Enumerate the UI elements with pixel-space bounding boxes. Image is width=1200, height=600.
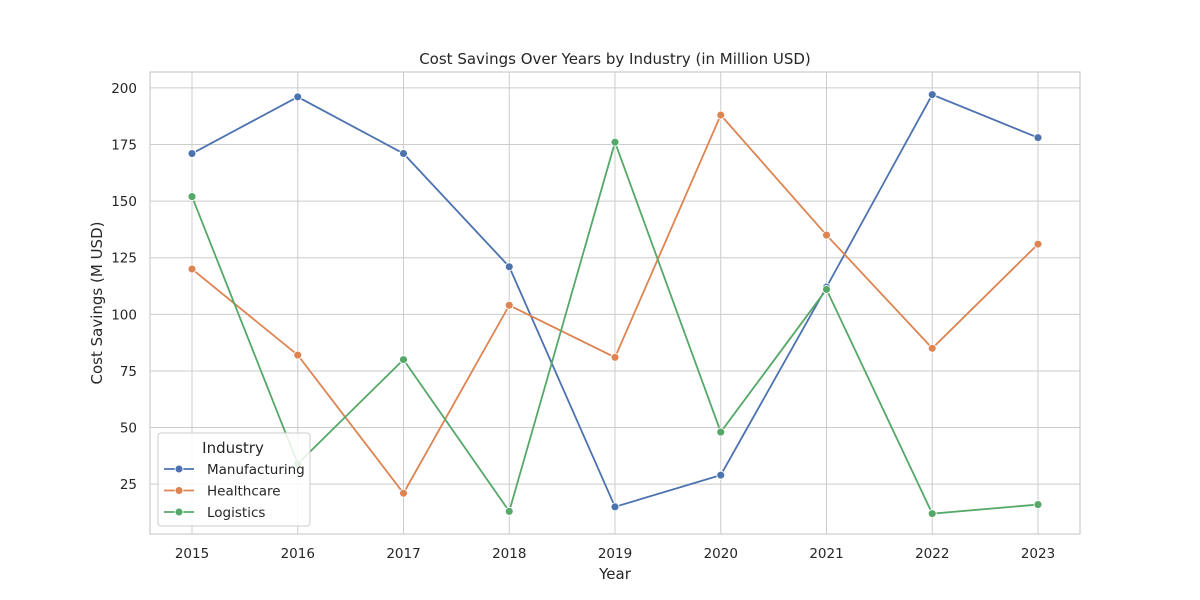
y-tick-label: 125 <box>111 251 137 267</box>
y-axis-ticks: 25 50 75 100 125 150 175 200 <box>111 81 137 493</box>
legend-box <box>157 432 311 527</box>
data-point-healthcare <box>1033 239 1043 249</box>
legend-title: Industry <box>202 439 264 457</box>
data-point-healthcare <box>399 488 408 498</box>
data-point-logistics <box>399 355 408 365</box>
y-axis-label: Cost Savings (M USD) <box>88 222 106 385</box>
x-tick-label: 2018 <box>492 546 526 562</box>
y-tick-label: 200 <box>111 81 137 97</box>
legend-label-logistics: Logistics <box>207 505 265 521</box>
data-point-healthcare <box>187 264 197 274</box>
data-point-manufacturing <box>293 92 303 102</box>
data-point-healthcare <box>504 300 514 310</box>
data-point-logistics <box>504 506 514 516</box>
plot-frame <box>149 71 1081 535</box>
x-axis-label: Year <box>598 565 632 583</box>
legend-marker-healthcare <box>174 486 184 495</box>
data-point-manufacturing <box>927 90 937 100</box>
legend-label-manufacturing: Manufacturing <box>207 462 305 478</box>
x-tick-label: 2023 <box>1021 546 1055 562</box>
data-point-manufacturing <box>187 149 197 158</box>
data-point-healthcare <box>610 352 620 362</box>
data-point-healthcare <box>716 110 726 120</box>
y-tick-label: 25 <box>120 477 137 493</box>
data-point-logistics <box>927 509 937 519</box>
data-point-logistics <box>716 427 726 437</box>
legend-item-healthcare: Healthcare <box>164 484 281 500</box>
data-point-manufacturing <box>1033 133 1043 143</box>
x-tick-label: 2017 <box>386 546 420 562</box>
data-point-healthcare <box>822 230 831 240</box>
data-point-manufacturing <box>504 262 514 272</box>
data-point-manufacturing <box>716 470 726 480</box>
data-point-manufacturing <box>399 149 408 158</box>
x-tick-label: 2022 <box>915 546 949 562</box>
series-healthcare <box>187 110 1043 498</box>
x-axis-ticks: 2015 2016 2017 2018 2019 2020 2021 2022 2023 <box>175 546 1055 562</box>
chart-title: Cost Savings Over Years by Industry (in … <box>419 50 811 68</box>
series-manufacturing <box>187 90 1043 512</box>
data-point-logistics <box>610 137 620 147</box>
y-tick-label: 50 <box>120 421 137 437</box>
legend-marker-manufacturing <box>174 464 184 474</box>
x-tick-label: 2016 <box>281 546 315 562</box>
y-tick-label: 75 <box>120 364 137 380</box>
legend-label-healthcare: Healthcare <box>207 484 281 500</box>
data-point-healthcare <box>293 350 303 360</box>
data-point-healthcare <box>927 343 937 353</box>
legend-item-manufacturing: Manufacturing <box>164 462 305 478</box>
x-tick-label: 2015 <box>175 546 209 562</box>
y-tick-label: 100 <box>111 307 137 323</box>
x-tick-label: 2021 <box>809 546 843 562</box>
grid-lines <box>150 72 1080 534</box>
legend: Industry Manufacturing Healthcare Logistic… <box>157 432 311 527</box>
x-tick-label: 2019 <box>598 546 632 562</box>
data-point-logistics <box>1033 500 1043 510</box>
legend-marker-logistics <box>174 507 184 517</box>
y-tick-label: 150 <box>111 194 137 210</box>
data-point-manufacturing <box>610 502 620 512</box>
y-tick-label: 175 <box>111 137 137 153</box>
x-tick-label: 2020 <box>704 546 738 562</box>
data-point-logistics <box>822 284 831 294</box>
data-point-logistics <box>187 192 197 202</box>
legend-item-logistics: Logistics <box>164 505 265 521</box>
series-group <box>187 90 1043 519</box>
